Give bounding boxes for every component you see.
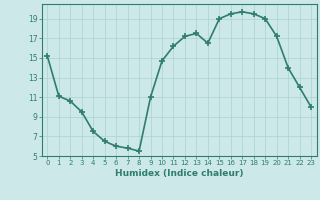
X-axis label: Humidex (Indice chaleur): Humidex (Indice chaleur) (115, 169, 244, 178)
